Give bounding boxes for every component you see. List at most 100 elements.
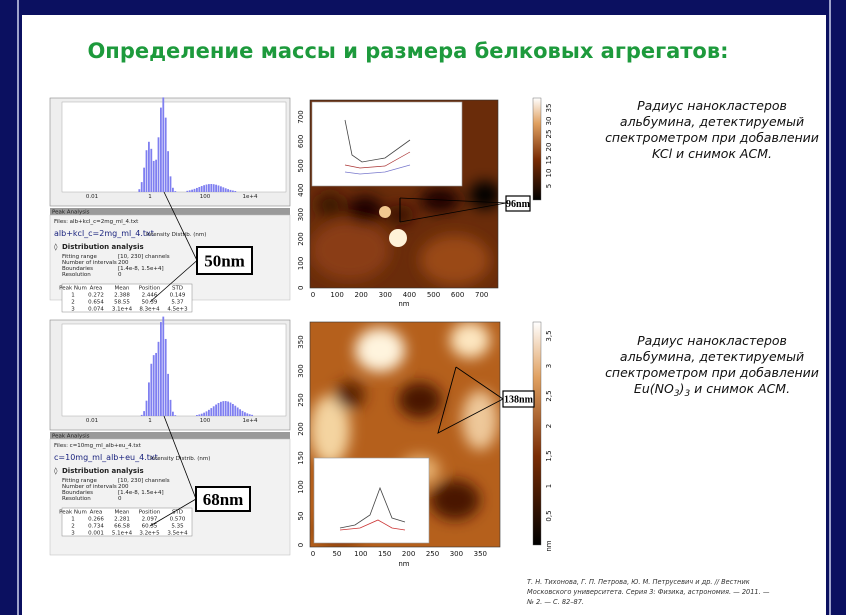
- table-cell: 2: [71, 524, 75, 530]
- histogram-bar: [160, 322, 162, 416]
- table-cell: 0.654: [88, 300, 104, 306]
- histogram-bar: [172, 188, 174, 192]
- table-cell: 3.5e+4: [167, 531, 188, 537]
- table-header: Peak Num: [59, 510, 87, 516]
- colorbar-tick-label: 1,5: [545, 450, 553, 461]
- histogram-bar: [186, 191, 188, 192]
- x-tick-label: 0.01: [86, 418, 98, 424]
- table-cell: 50.39: [142, 300, 158, 306]
- section-header-label: Peak Analysis: [52, 434, 90, 440]
- histogram-bar: [196, 188, 198, 192]
- caption-segment: и снимок АСМ.: [690, 381, 790, 396]
- y-tick-label: 50: [297, 512, 305, 521]
- afm-image: [310, 100, 501, 288]
- caption-line: спектрометром при добавлении: [605, 130, 819, 145]
- x-tick-label: 300: [379, 291, 392, 299]
- histogram-bar: [225, 401, 227, 416]
- histogram-bar: [230, 190, 232, 192]
- histogram-bar: [218, 403, 220, 416]
- histogram-bar: [194, 189, 196, 192]
- histogram-bar: [146, 401, 148, 416]
- x-tick-label: 200: [355, 291, 368, 299]
- y-tick-label: 700: [297, 110, 305, 123]
- colorbar-tick-label: 1: [545, 484, 553, 488]
- section-bullet: ◊: [54, 467, 58, 475]
- table-cell: 0.149: [170, 293, 186, 299]
- table-header: Mean: [115, 286, 130, 292]
- caption-segment: Eu(NO: [634, 381, 674, 396]
- histogram-bar: [232, 191, 234, 192]
- y-tick-label: 400: [297, 184, 305, 197]
- colorbar-tick-label: 35: [545, 104, 553, 113]
- table-cell: 2.281: [114, 517, 130, 523]
- callout-label: 50nm: [204, 252, 245, 271]
- table-cell: 0.074: [88, 307, 104, 313]
- x-tick-label: 500: [427, 291, 440, 299]
- colorbar-tick-label: 5: [545, 184, 553, 188]
- histogram-bar: [158, 137, 160, 192]
- files-label: Files: alb+kcl_c=2mg_ml_4.txt: [54, 219, 139, 225]
- histogram-bar: [158, 342, 160, 416]
- slide: Определение массы и размера белковых агр…: [0, 0, 846, 615]
- colorbar-tick-label: 10: [545, 169, 553, 178]
- histogram-bar: [227, 189, 229, 192]
- histogram-bar: [153, 355, 155, 416]
- table-cell: 0.734: [88, 524, 104, 530]
- table-cell: 5.1e+4: [112, 531, 133, 537]
- histogram-bar: [225, 188, 227, 192]
- histogram-bar: [244, 412, 246, 416]
- x-tick-label: 50: [332, 550, 341, 558]
- spectrum-plot: [62, 324, 286, 416]
- x-tick-label: 100: [200, 194, 211, 200]
- y-tick-label: 100: [297, 257, 305, 270]
- histogram-bar: [242, 411, 244, 416]
- histogram-bar: [198, 187, 200, 192]
- x-tick-label: 1e+4: [243, 418, 258, 424]
- table-header: Position: [139, 510, 161, 516]
- table-cell: 8.3e+4: [139, 307, 160, 313]
- histogram-bar: [201, 414, 203, 416]
- caption-line: альбумина, детектируемый: [620, 349, 804, 364]
- histogram-bar: [165, 118, 167, 192]
- callout-label: 96nm: [506, 199, 531, 210]
- histogram-bar: [210, 408, 212, 416]
- y-tick-label: 600: [297, 135, 305, 148]
- param-value: [1.4e-8, 1.5e+4]: [118, 490, 164, 496]
- histogram-bar: [141, 415, 143, 416]
- histogram-bar: [162, 317, 164, 416]
- histogram-bar: [234, 406, 236, 416]
- histogram-bar: [174, 415, 176, 416]
- x-tick-label: 350: [474, 550, 487, 558]
- colorbar-tick-label: 2: [545, 424, 553, 428]
- histogram-bar: [220, 186, 222, 192]
- x-tick-label: 0.01: [86, 194, 98, 200]
- table-cell: 2: [71, 300, 75, 306]
- section-bullet: ◊: [54, 243, 58, 251]
- y-tick-label: 150: [297, 451, 305, 464]
- histogram-bar: [148, 382, 150, 416]
- histogram-bar: [218, 185, 220, 192]
- table-cell: 66.58: [114, 524, 130, 530]
- histogram-bar: [246, 413, 248, 416]
- table-cell: 2.388: [114, 293, 130, 299]
- histogram-bar: [206, 411, 208, 416]
- colorbar-tick-label: 15: [545, 156, 553, 165]
- histogram-bar: [148, 142, 150, 192]
- file-note: Intensity Distrib. (nm): [146, 232, 206, 238]
- colorbar-tick-label: 3,5: [545, 330, 553, 341]
- histogram-bar: [172, 412, 174, 416]
- section-title: Distribution analysis: [62, 467, 144, 475]
- x-tick-label: 700: [475, 291, 488, 299]
- param-value: 0: [118, 272, 122, 278]
- histogram-bar: [170, 176, 172, 192]
- histogram-bar: [174, 191, 176, 192]
- x-tick-label: 600: [451, 291, 464, 299]
- x-tick-label: 1: [148, 194, 152, 200]
- files-label: Files: c=10mg_ml_alb+eu_4.txt: [54, 443, 142, 449]
- histogram-bar: [249, 414, 251, 416]
- histogram-bar: [191, 190, 193, 192]
- histogram-bar: [215, 405, 217, 416]
- histogram-bar: [230, 403, 232, 416]
- table-cell: 3: [71, 531, 75, 537]
- section-title: Distribution analysis: [62, 243, 144, 251]
